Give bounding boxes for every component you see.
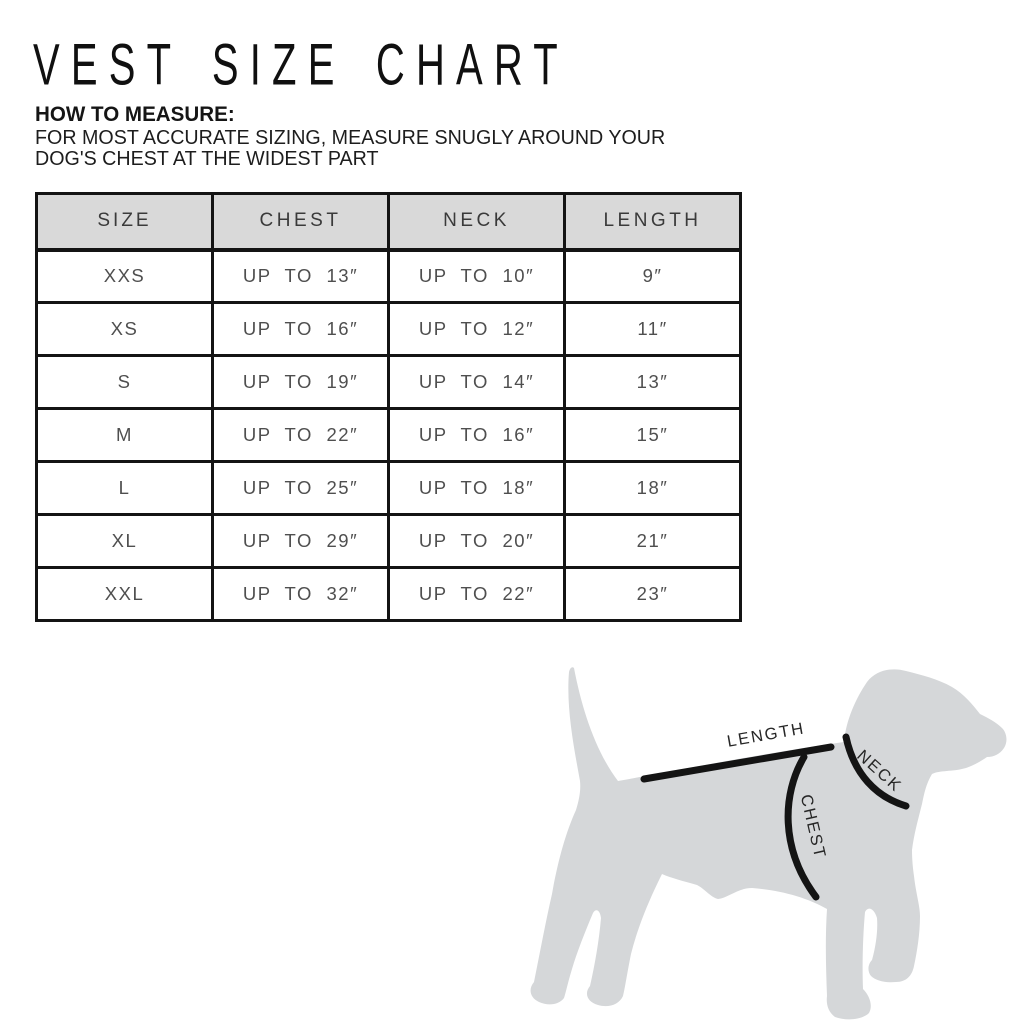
neck-measure-line (842, 733, 910, 810)
chest-cell: UP TO 22″ (211, 407, 390, 463)
chest-measure-line (784, 753, 820, 901)
how-to-measure-heading: HOW TO MEASURE: (35, 103, 235, 126)
size-cell: S (35, 354, 214, 410)
chest-cell: UP TO 25″ (211, 460, 390, 516)
table-row: XXL UP TO 32″ UP TO 22″ 23″ (35, 566, 742, 622)
table-row: L UP TO 25″ UP TO 18″ 18″ (35, 460, 742, 516)
chest-cell: UP TO 32″ (211, 566, 390, 622)
chest-cell: UP TO 13″ (211, 248, 390, 304)
size-cell: XXS (35, 248, 214, 304)
length-cell: 11″ (563, 301, 742, 357)
table-row: S UP TO 19″ UP TO 14″ 13″ (35, 354, 742, 410)
chest-cell: UP TO 16″ (211, 301, 390, 357)
column-header-chest: CHEST (211, 192, 390, 252)
page-title: VEST SIZE CHART (33, 32, 569, 98)
how-to-measure-line-2: DOG'S CHEST AT THE WIDEST PART (35, 146, 379, 170)
column-header-length: LENGTH (563, 192, 742, 252)
size-cell: XS (35, 301, 214, 357)
column-header-size: SIZE (35, 192, 214, 252)
column-header-neck: NECK (387, 192, 566, 252)
length-cell: 18″ (563, 460, 742, 516)
dog-silhouette (530, 667, 1007, 1020)
dog-measurement-diagram: LENGTH NECK CHEST (530, 667, 1007, 1020)
table-row: XL UP TO 29″ UP TO 20″ 21″ (35, 513, 742, 569)
length-cell: 23″ (563, 566, 742, 622)
table-row: M UP TO 22″ UP TO 16″ 15″ (35, 407, 742, 463)
length-measure-line (640, 743, 835, 783)
neck-cell: UP TO 18″ (387, 460, 566, 516)
neck-cell: UP TO 22″ (387, 566, 566, 622)
table-row: XS UP TO 16″ UP TO 12″ 11″ (35, 301, 742, 357)
table-row: XXS UP TO 13″ UP TO 10″ 9″ (35, 248, 742, 304)
length-cell: 9″ (563, 248, 742, 304)
header-row: SIZE CHEST NECK LENGTH (35, 192, 742, 252)
size-cell: XL (35, 513, 214, 569)
length-measure-label: LENGTH (726, 719, 807, 750)
how-to-measure-description: FOR MOST ACCURATE SIZING, MEASURE SNUGLY… (35, 126, 666, 170)
chest-cell: UP TO 29″ (211, 513, 390, 569)
size-cell: L (35, 460, 214, 516)
neck-cell: UP TO 20″ (387, 513, 566, 569)
neck-cell: UP TO 14″ (387, 354, 566, 410)
neck-cell: UP TO 10″ (387, 248, 566, 304)
size-cell: M (35, 407, 214, 463)
size-chart-table: SIZE CHEST NECK LENGTH XXS UP TO 13″ UP … (35, 192, 742, 622)
neck-cell: UP TO 16″ (387, 407, 566, 463)
length-cell: 21″ (563, 513, 742, 569)
length-cell: 15″ (563, 407, 742, 463)
neck-cell: UP TO 12″ (387, 301, 566, 357)
length-cell: 13″ (563, 354, 742, 410)
size-cell: XXL (35, 566, 214, 622)
how-to-measure-line-1: FOR MOST ACCURATE SIZING, MEASURE SNUGLY… (35, 126, 666, 149)
chest-cell: UP TO 19″ (211, 354, 390, 410)
